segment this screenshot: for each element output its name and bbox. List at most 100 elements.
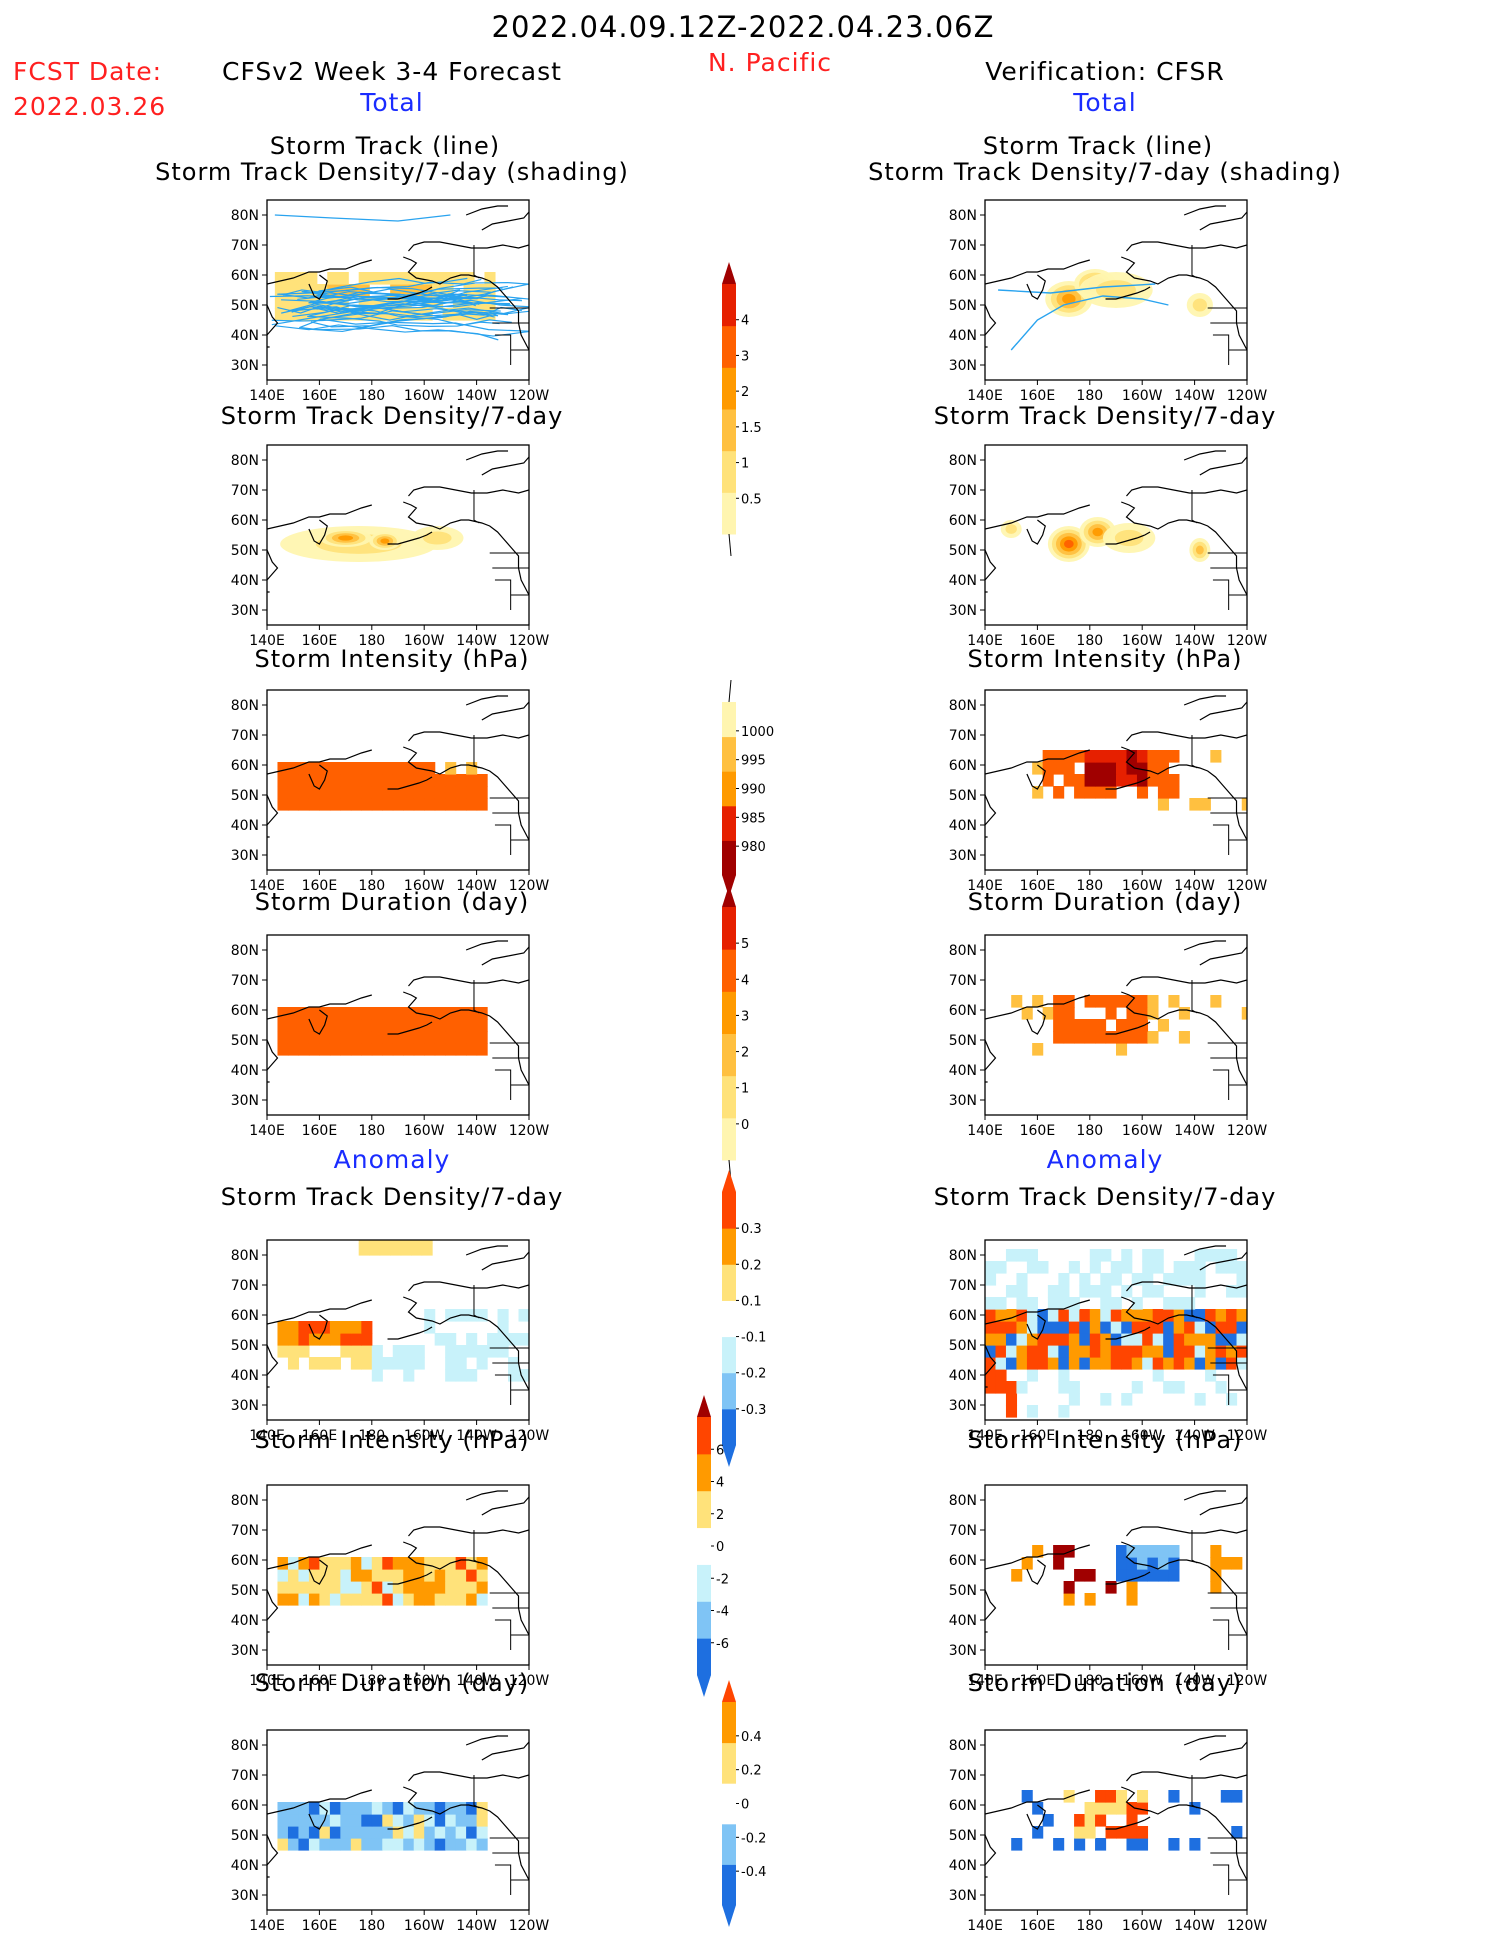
colorbar-anom-density: 0.3 0.2 0.1 -0.1 -0.2 -0.3 <box>722 1170 766 1467</box>
lat-tick-label: 80N <box>231 698 259 714</box>
forecast-title: CFSv2 Week 3-4 Forecast <box>222 57 562 86</box>
lon-tick-label: 160E <box>302 878 338 894</box>
map-cfsr-total-duration: 80N 70N 60N 50N 40N 30N 140E 160E 180 160W 140W 120… <box>949 934 1267 1139</box>
panel-title-fcst-intensity: Storm Intensity (hPa) <box>254 645 530 673</box>
lon-tick-label: 140W <box>1174 1123 1215 1139</box>
lon-tick-label: 160E <box>302 1123 338 1139</box>
lon-tick-label: 140E <box>967 1123 1003 1139</box>
lat-tick-label: 40N <box>949 818 977 834</box>
colorbar-segment <box>722 492 736 535</box>
colorbar-segment <box>722 1264 736 1301</box>
panel-title-fcst-anom-intensity: Storm Intensity (hPa) <box>254 1426 530 1454</box>
colorbar-segment <box>722 1742 736 1784</box>
lon-tick-label: 140E <box>967 633 1003 649</box>
lat-tick-label: 70N <box>949 238 977 254</box>
colorbar-arrow-top <box>722 1170 736 1192</box>
lat-tick-label: 80N <box>949 698 977 714</box>
colorbar-segment <box>722 1228 736 1265</box>
colorbar-segment <box>722 1864 736 1906</box>
lon-tick-label: 180 <box>1076 388 1103 404</box>
verification-anomaly-label: Anomaly <box>1046 1145 1164 1174</box>
lon-tick-label: 160E <box>302 633 338 649</box>
lon-tick-label: 180 <box>358 633 385 649</box>
lon-tick-label: 140W <box>1174 633 1215 649</box>
lat-tick-label: 30N <box>231 358 259 374</box>
lon-tick-label: 160W <box>1122 633 1163 649</box>
lat-tick-label: 70N <box>949 728 977 744</box>
lon-tick-label: 160W <box>1122 388 1163 404</box>
lon-tick-label: 140E <box>967 388 1003 404</box>
colorbar-segment <box>722 1300 736 1338</box>
map-fcst-anom-intensity: 80N 70N 60N 50N 40N 30N 140E 160E 180 160W 140W 120… <box>231 1484 549 1689</box>
lat-tick-label: 60N <box>949 513 977 529</box>
period-title: 2022.04.09.12Z-2022.04.23.06Z <box>491 10 995 44</box>
colorbar-label: 0.3 <box>741 1222 762 1237</box>
map-fcst-total-intensity: 80N 70N 60N 50N 40N 30N 140E 160E 180 160W 140W 120… <box>231 689 549 894</box>
lat-tick-label: 30N <box>949 848 977 864</box>
colorbar-segment <box>722 1702 736 1744</box>
lon-tick-label: 140W <box>456 1428 497 1444</box>
panel-title-fcst-anom-duration: Storm Duration (day) <box>254 1669 530 1697</box>
colorbar-arrow-top <box>722 262 736 284</box>
lat-tick-label: 60N <box>231 1798 259 1814</box>
lat-tick-label: 50N <box>231 1828 259 1844</box>
colorbar-label: 1.5 <box>741 421 762 436</box>
lat-tick-label: 50N <box>949 1828 977 1844</box>
colorbar-arrow-top <box>722 1680 736 1702</box>
lon-tick-label: 140W <box>456 1918 497 1934</box>
colorbar-segment <box>697 1638 711 1676</box>
panel-title-fcst-track-shading: Storm Track Density/7-day (shading) <box>155 158 629 186</box>
lon-tick-label: 120W <box>509 1673 550 1689</box>
colorbar-segment <box>697 1564 711 1602</box>
verification-title: Verification: CFSR <box>985 57 1225 86</box>
colorbar-label: -4 <box>716 1605 729 1620</box>
lat-tick-label: 70N <box>949 483 977 499</box>
lon-tick-label: 140E <box>249 1918 285 1934</box>
lon-tick-label: 180 <box>358 388 385 404</box>
colorbar-label: 3 <box>741 349 749 364</box>
lat-tick-label: 70N <box>231 1768 259 1784</box>
lat-tick-label: 40N <box>949 328 977 344</box>
lon-tick-label: 140W <box>1174 1673 1215 1689</box>
colorbar-label: 985 <box>741 811 766 826</box>
lon-tick-label: 160E <box>1020 633 1056 649</box>
lon-tick-label: 120W <box>1227 1123 1268 1139</box>
lon-tick-label: 160W <box>404 878 445 894</box>
colorbar-label: 980 <box>741 840 766 855</box>
panel-title-cfsr-anom-duration: Storm Duration (day) <box>967 1669 1243 1697</box>
lon-tick-label: 180 <box>1076 1918 1103 1934</box>
lon-tick-label: 120W <box>1227 1428 1268 1444</box>
lon-tick-label: 120W <box>509 1428 550 1444</box>
lon-tick-label: 160W <box>404 1918 445 1934</box>
colorbar-label: 6 <box>716 1443 724 1458</box>
lon-tick-label: 140E <box>249 1123 285 1139</box>
lat-tick-label: 60N <box>231 1308 259 1324</box>
lon-tick-label: 120W <box>509 1123 550 1139</box>
lat-tick-label: 80N <box>949 943 977 959</box>
forecast-anomaly-label: Anomaly <box>333 1145 451 1174</box>
lon-tick-label: 140W <box>456 1673 497 1689</box>
lat-tick-label: 70N <box>231 973 259 989</box>
lon-tick-label: 160W <box>404 1123 445 1139</box>
lon-tick-label: 160E <box>302 1673 338 1689</box>
lon-tick-label: 180 <box>1076 1428 1103 1444</box>
lat-tick-label: 70N <box>949 1278 977 1294</box>
colorbar-label: 5 <box>741 937 749 952</box>
lon-tick-label: 140W <box>456 1123 497 1139</box>
panel-title-fcst-density: Storm Track Density/7-day <box>220 402 564 430</box>
lon-tick-label: 140E <box>249 878 285 894</box>
lat-tick-label: 80N <box>949 453 977 469</box>
lon-tick-label: 180 <box>1076 1123 1103 1139</box>
lon-tick-label: 160E <box>1020 1123 1056 1139</box>
lon-tick-label: 120W <box>1227 388 1268 404</box>
colorbar-label: 4 <box>716 1476 724 1491</box>
colorbar-segment <box>697 1527 711 1565</box>
colorbar-segment <box>722 450 736 493</box>
lat-tick-label: 70N <box>949 1768 977 1784</box>
colorbar-label: 4 <box>741 973 749 988</box>
colorbar-label: -0.3 <box>741 1403 766 1418</box>
lat-tick-label: 50N <box>231 788 259 804</box>
colorbar-segment <box>722 840 736 876</box>
lat-tick-label: 40N <box>949 1858 977 1874</box>
lat-tick-label: 50N <box>949 788 977 804</box>
